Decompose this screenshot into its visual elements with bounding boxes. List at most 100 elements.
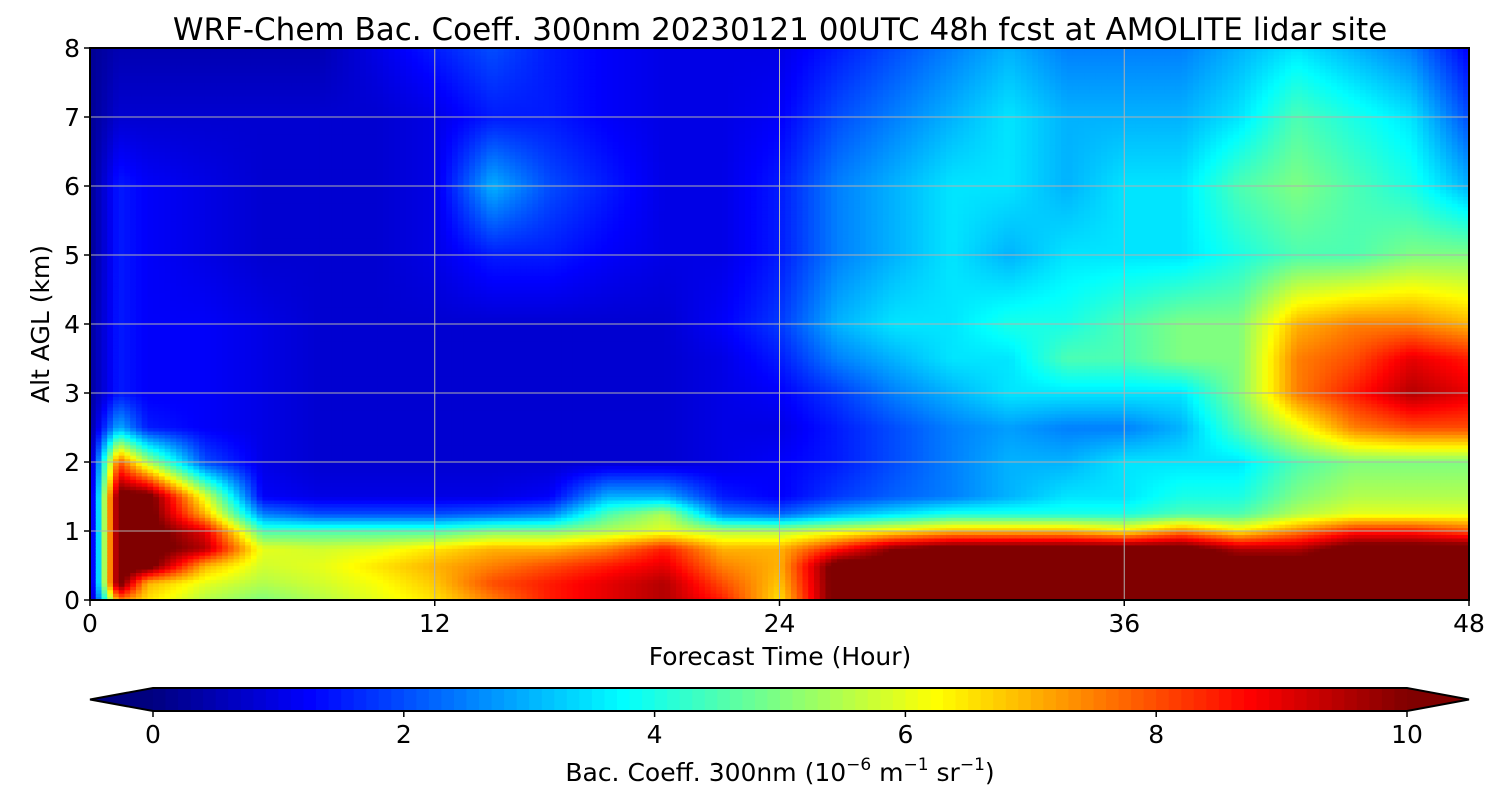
heatmap-cell xyxy=(187,148,195,153)
heatmap-cell xyxy=(170,203,177,208)
heatmap-cell xyxy=(181,110,189,115)
heatmap-cell xyxy=(239,68,246,73)
heatmap-cell xyxy=(256,596,263,600)
heatmap-cell xyxy=(181,596,189,600)
heatmap-cell xyxy=(193,496,200,501)
heatmap-cell xyxy=(153,548,160,553)
heatmap-cell xyxy=(245,458,252,463)
heatmap-cell xyxy=(222,213,229,218)
heatmap-cell xyxy=(222,96,229,101)
heatmap-cell xyxy=(101,130,108,135)
heatmap-cell xyxy=(176,289,183,294)
heatmap-cell xyxy=(227,355,235,360)
heatmap-cell xyxy=(130,154,137,159)
heatmap-cell xyxy=(256,506,263,511)
heatmap-cell xyxy=(233,320,240,325)
heatmap-cell xyxy=(245,161,252,166)
heatmap-cell xyxy=(210,358,218,363)
heatmap-cell xyxy=(158,568,166,573)
heatmap-cell xyxy=(199,79,206,84)
heatmap-cell xyxy=(164,75,172,80)
heatmap-cell xyxy=(245,82,252,87)
heatmap-cell xyxy=(141,506,149,511)
heatmap-cell xyxy=(181,489,189,494)
heatmap-cell xyxy=(130,137,137,142)
heatmap-cell xyxy=(250,227,258,232)
heatmap-cell xyxy=(222,120,229,125)
heatmap-cell xyxy=(153,196,160,201)
heatmap-cell xyxy=(107,489,114,494)
heatmap-cell xyxy=(170,213,177,218)
heatmap-cell xyxy=(199,568,206,573)
heatmap-cell xyxy=(164,144,172,149)
heatmap-cell xyxy=(216,444,223,449)
heatmap-cell xyxy=(118,375,126,380)
heatmap-cell xyxy=(124,123,131,128)
heatmap-cell xyxy=(181,175,189,180)
heatmap-cell xyxy=(227,251,235,256)
heatmap-cell xyxy=(239,379,246,384)
heatmap-cell xyxy=(118,241,126,246)
heatmap-cell xyxy=(130,182,137,187)
heatmap-cell xyxy=(216,534,223,539)
heatmap-cell xyxy=(112,479,120,484)
heatmap-cell xyxy=(170,348,177,353)
heatmap-cell xyxy=(181,244,189,249)
heatmap-cell xyxy=(90,424,97,429)
heatmap-cell xyxy=(101,517,108,522)
heatmap-cell xyxy=(164,79,172,84)
heatmap-cell xyxy=(107,586,114,591)
heatmap-cell xyxy=(256,310,263,315)
heatmap-cell xyxy=(239,334,246,339)
heatmap-cell xyxy=(141,189,149,194)
heatmap-cell xyxy=(101,593,108,598)
heatmap-cell xyxy=(193,344,200,349)
heatmap-cell xyxy=(233,292,240,297)
heatmap-cell xyxy=(153,379,160,384)
heatmap-cell xyxy=(147,227,154,232)
heatmap-cell xyxy=(204,441,212,446)
heatmap-cell xyxy=(250,141,258,146)
heatmap-cell xyxy=(107,365,114,370)
heatmap-cell xyxy=(187,406,195,411)
heatmap-cell xyxy=(250,406,258,411)
heatmap-cell xyxy=(170,375,177,380)
heatmap-cell xyxy=(233,272,240,277)
heatmap-cell xyxy=(118,468,126,473)
heatmap-cell xyxy=(256,448,263,453)
heatmap-cell xyxy=(187,296,195,301)
heatmap-cell xyxy=(112,544,120,549)
heatmap-cell xyxy=(95,503,103,508)
heatmap-cell xyxy=(222,403,229,408)
heatmap-cell xyxy=(199,220,206,225)
heatmap-cell xyxy=(245,496,252,501)
heatmap-cell xyxy=(170,396,177,401)
heatmap-cell xyxy=(199,161,206,166)
heatmap-cell xyxy=(101,89,108,94)
heatmap-cell xyxy=(199,286,206,291)
heatmap-cell xyxy=(135,172,143,177)
heatmap-cell xyxy=(118,279,126,284)
heatmap-cell xyxy=(227,537,235,542)
heatmap-cell xyxy=(107,503,114,508)
heatmap-cell xyxy=(130,341,137,346)
heatmap-cell xyxy=(141,527,149,532)
heatmap-cell xyxy=(222,248,229,253)
heatmap-cell xyxy=(107,420,114,425)
heatmap-cell xyxy=(107,199,114,204)
heatmap-cell xyxy=(112,179,120,184)
heatmap-cell xyxy=(170,292,177,297)
heatmap-cell xyxy=(199,217,206,222)
heatmap-cell xyxy=(164,334,172,339)
heatmap-cell xyxy=(112,123,120,128)
heatmap-cell xyxy=(199,327,206,332)
heatmap-cell xyxy=(141,386,149,391)
heatmap-cell xyxy=(222,493,229,498)
heatmap-cell xyxy=(164,486,172,491)
heatmap-cell xyxy=(193,489,200,494)
heatmap-cell xyxy=(245,227,252,232)
heatmap-cell xyxy=(95,292,103,297)
heatmap-cell xyxy=(210,261,218,266)
heatmap-cell xyxy=(90,562,97,567)
heatmap-cell xyxy=(164,282,172,287)
